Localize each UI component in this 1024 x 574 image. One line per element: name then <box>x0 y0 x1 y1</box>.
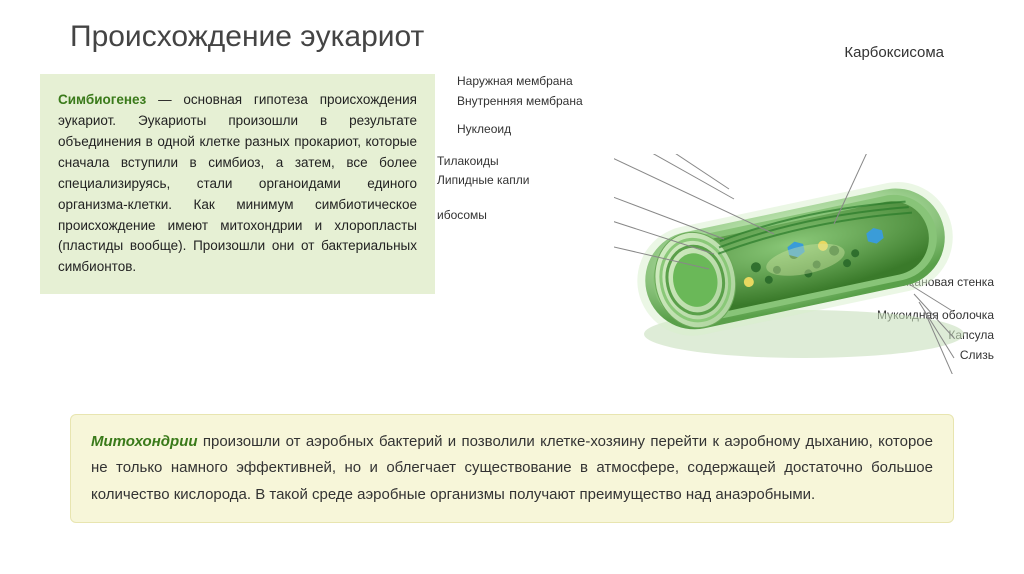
label-thylakoids: Тилакоиды <box>437 154 499 168</box>
symbiogenesis-text: — основная гипотеза происхождения эукари… <box>58 92 417 274</box>
term-symbiogenesis: Симбиогенез <box>58 92 146 107</box>
bacterium-illustration <box>614 154 974 344</box>
mitochondria-block: Митохондрии произошли от аэробных бактер… <box>70 414 954 523</box>
diagram-area: Карбоксисома Наружная мембрана Внутрення… <box>445 74 984 394</box>
mitochondria-text: произошли от аэробных бактерий и позволи… <box>91 433 933 503</box>
label-carboxysome-title: Карбоксисома <box>844 44 944 61</box>
label-nucleoid: Нуклеоид <box>457 122 511 136</box>
label-ribosomes: ибосомы <box>437 208 487 222</box>
label-outer-membrane: Наружная мембрана <box>457 74 573 88</box>
label-inner-membrane: Внутренняя мембрана <box>457 94 583 108</box>
symbiogenesis-block: Симбиогенез — основная гипотеза происхож… <box>40 74 435 294</box>
bacterium-svg <box>614 154 974 374</box>
label-lipid: Липидные капли <box>437 174 529 187</box>
term-mitochondria: Митохондрии <box>91 433 198 450</box>
content-row: Симбиогенез — основная гипотеза происхож… <box>40 74 984 394</box>
